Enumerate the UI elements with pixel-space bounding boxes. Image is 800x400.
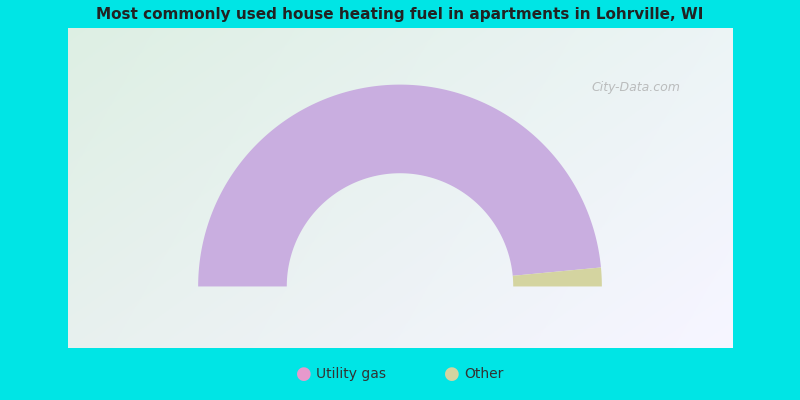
Text: Other: Other xyxy=(464,367,503,381)
Polygon shape xyxy=(198,85,601,286)
Polygon shape xyxy=(513,268,602,286)
Text: City-Data.com: City-Data.com xyxy=(591,82,681,94)
Text: ●: ● xyxy=(296,365,312,383)
Text: ●: ● xyxy=(444,365,460,383)
Text: Most commonly used house heating fuel in apartments in Lohrville, WI: Most commonly used house heating fuel in… xyxy=(96,6,704,22)
Text: Utility gas: Utility gas xyxy=(316,367,386,381)
